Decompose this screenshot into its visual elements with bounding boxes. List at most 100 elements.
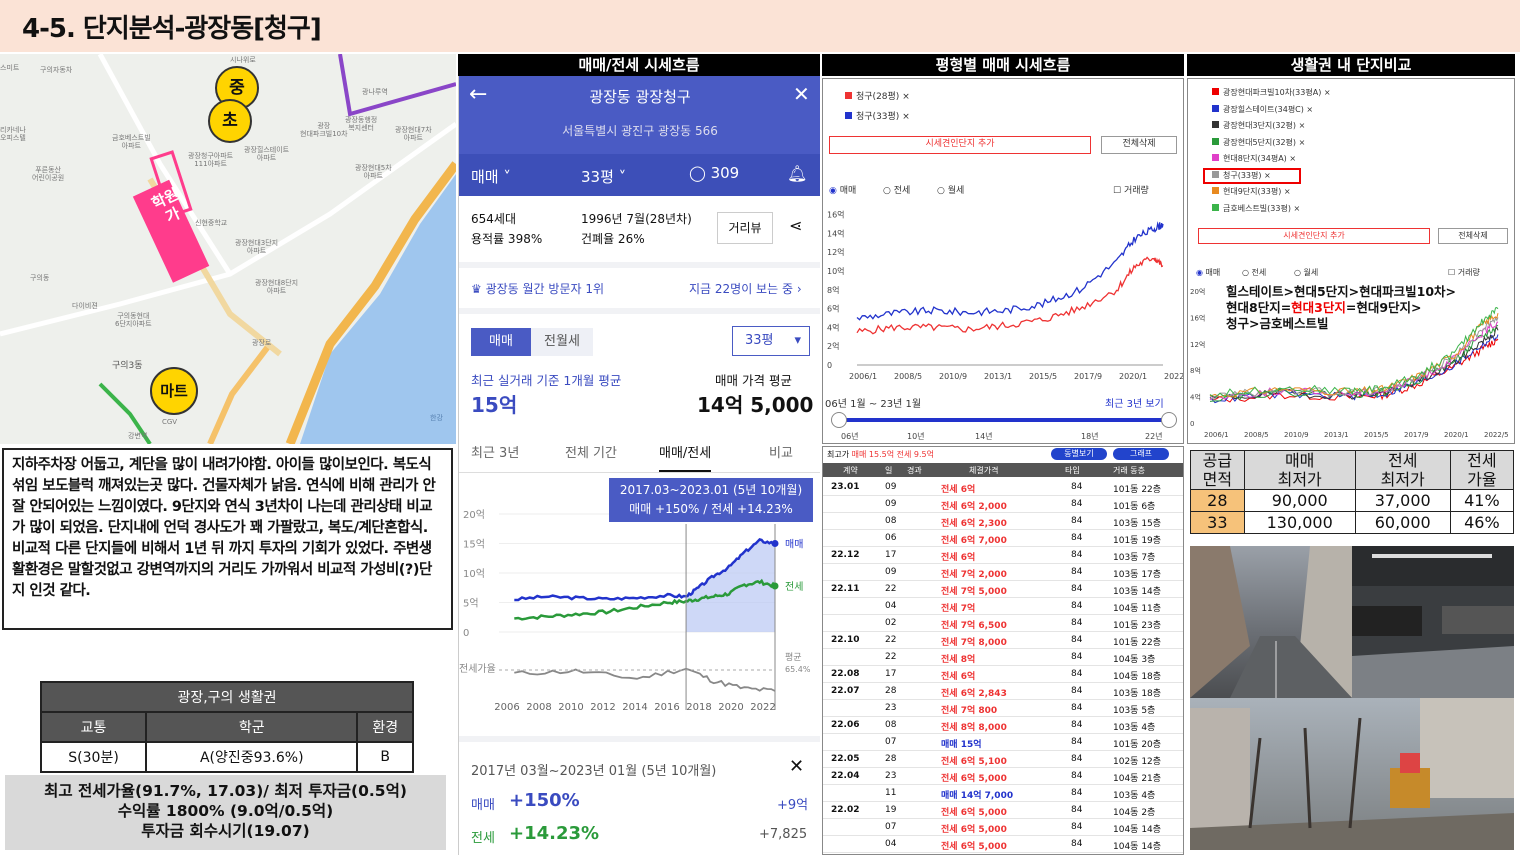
real-estate-app: ← 광장동 광장청구 ✕ 서울특별시 광진구 광장동 566 매매 ˅ 33평 …	[458, 76, 820, 855]
transaction-row[interactable]: 02 전세 7억 6,500 84 101동 23층	[823, 615, 1183, 632]
transaction-cell: 103동 4층	[1113, 791, 1156, 801]
back-arrow-icon[interactable]: ←	[469, 82, 488, 107]
graph-button[interactable]: 그래프	[1113, 448, 1169, 460]
radio-monthly[interactable]: ○ 월세	[1294, 268, 1319, 277]
legend-item[interactable]: 광장힐스테이트(34평C) ×	[1212, 104, 1313, 115]
transaction-cell: 104동 2층	[1113, 808, 1156, 818]
transaction-row[interactable]: 06 전세 6억 7,000 84 101동 19층	[823, 530, 1183, 547]
tab-all-period[interactable]: 전체 기간	[565, 446, 617, 461]
segment-rent[interactable]: 전월세	[531, 328, 593, 356]
map-label: 금호베스트빌 아파트	[112, 134, 151, 150]
transaction-row[interactable]: 08 전세 6억 2,300 84 103동 15층	[823, 513, 1183, 530]
transaction-row[interactable]: 22 전세 8억 84 104동 3층	[823, 649, 1183, 666]
transaction-row[interactable]: 22.11 22 전세 7억 5,000 84 103동 14층	[823, 581, 1183, 598]
range-slider-handle-end[interactable]	[1161, 412, 1177, 428]
radio-jeonse[interactable]: ○ 전세	[1242, 268, 1267, 277]
transaction-cell: 전세 7억 8,000	[941, 638, 1007, 648]
tab-recent-3y[interactable]: 최근 3년	[471, 446, 520, 461]
delete-all-button[interactable]: 전체삭제	[1101, 136, 1177, 154]
legend-item[interactable]: 청구(28평) ×	[845, 89, 910, 102]
map-label: 스미트	[0, 64, 20, 72]
transaction-row[interactable]: 11 매매 14억 7,000 84 103동 4층	[823, 785, 1183, 802]
legend-item[interactable]: 청구(33평) ×	[1212, 170, 1271, 181]
radio-sale[interactable]: ◉ 매매	[829, 186, 857, 196]
transaction-cell: 84	[1071, 516, 1083, 526]
share-icon[interactable]: ⋖	[789, 216, 803, 235]
transaction-cell: 전세 8억	[941, 655, 976, 665]
recent-3y-link[interactable]: 최근 3년 보기	[1105, 399, 1164, 410]
segment-sale[interactable]: 매매	[471, 328, 531, 356]
bell-icon[interactable]: 🔔︎	[787, 164, 808, 183]
map-label: 광장청구아파트 111아파트	[188, 152, 234, 168]
range-slider-track[interactable]	[841, 418, 1169, 422]
transaction-row[interactable]: 04 전세 7억 84 104동 11층	[823, 598, 1183, 615]
street-view-button[interactable]: 거리뷰	[717, 212, 773, 244]
transaction-row[interactable]: 22.08 17 전세 6억 84 104동 18층	[823, 666, 1183, 683]
transaction-cell: 101동 19층	[1113, 536, 1162, 546]
ratio-avg-value: 65.4%	[785, 665, 811, 674]
now-viewing-link[interactable]: 지금 22명이 보는 중 ›	[689, 282, 802, 296]
photo-parking	[1352, 546, 1514, 698]
legend-item[interactable]: 청구(33평) ×	[845, 109, 910, 122]
add-complex-button[interactable]: 시세견인단지 추가	[829, 136, 1091, 154]
tab-compare[interactable]: 비교	[769, 446, 793, 461]
legend-item[interactable]: 광장현대3단지(32평) ×	[1212, 120, 1305, 131]
transaction-row[interactable]: 23 전세 7억 800 84 103동 5층	[823, 700, 1183, 717]
neighborhood-map[interactable]: 시나위로 스미트 구의자동차 광나루역 리카네나 오피스텔 광장동행정 복지센터…	[0, 54, 456, 444]
transaction-row[interactable]: 22.02 19 전세 6억 5,000 84 104동 2층	[823, 802, 1183, 819]
size-dropdown[interactable]: 33평 ▾	[732, 326, 810, 356]
delete-all-button[interactable]: 전체삭제	[1438, 228, 1508, 244]
radio-monthly[interactable]: ○ 월세	[937, 186, 965, 196]
legend-item[interactable]: 광장현대5단지(32평) ×	[1212, 137, 1305, 148]
transaction-row[interactable]: 09 전세 7억 2,000 84 103동 17층	[823, 564, 1183, 581]
transaction-cell: 101동 22층	[1113, 485, 1162, 495]
transaction-row[interactable]: 22.10 22 전세 7억 8,000 84 101동 22층	[823, 632, 1183, 649]
volume-checkbox[interactable]: ☐ 거래량	[1113, 186, 1149, 196]
transaction-row[interactable]: 22.04 23 전세 6억 5,000 84 104동 21층	[823, 768, 1183, 785]
volume-checkbox[interactable]: ☐ 거래량	[1448, 268, 1480, 277]
transaction-row[interactable]: 23.01 09 전세 6억 84 101동 22층	[823, 479, 1183, 496]
size-select[interactable]: 33평 ˅	[581, 168, 627, 186]
elementary-school-marker[interactable]: 초	[208, 99, 252, 143]
transaction-row[interactable]: 22.07 28 전세 6억 2,843 84 103동 18층	[823, 683, 1183, 700]
transaction-row[interactable]: 09 전세 6억 2,000 84 101동 6층	[823, 496, 1183, 513]
radio-sale[interactable]: ◉ 매매	[1196, 268, 1221, 277]
comments-button[interactable]: ◯ 309	[689, 164, 740, 182]
trade-type-select[interactable]: 매매 ˅	[471, 168, 511, 186]
transaction-row[interactable]: 07 매매 15억 84 101동 20층	[823, 734, 1183, 751]
range-tick: 06년	[841, 432, 859, 441]
close-icon[interactable]: ✕	[793, 82, 810, 106]
x-tick-label: 2012	[590, 702, 615, 713]
transaction-cell: 84	[1071, 669, 1083, 679]
price-cell: 46%	[1449, 511, 1515, 534]
legend-item[interactable]: 금호베스트빌(33평) ×	[1212, 203, 1300, 214]
legend-item[interactable]: 광장현대파크빌10차(33평A) ×	[1212, 87, 1331, 98]
range-slider-handle-start[interactable]	[831, 412, 847, 428]
transaction-cell: 23	[885, 703, 897, 713]
close-icon[interactable]: ✕	[789, 756, 805, 777]
x-tick-label: 2018	[686, 702, 711, 713]
legend-item[interactable]: 현대9단지(33평) ×	[1212, 186, 1291, 197]
y-tick-label: 2억	[827, 341, 839, 351]
tab-sale-jeonse[interactable]: 매매/전세	[659, 442, 712, 472]
add-complex-button[interactable]: 시세견인단지 추가	[1198, 228, 1430, 244]
transaction-cell: 104동 14층	[1113, 825, 1162, 835]
transaction-row[interactable]: 07 전세 6억 5,000 84 104동 14층	[823, 819, 1183, 836]
map-label: 광장힐스테이트 아파트	[244, 146, 290, 162]
radio-jeonse[interactable]: ○ 전세	[883, 186, 911, 196]
map-label: 광장현대5차 아파트	[355, 164, 392, 180]
sale-change-amount: +9억	[777, 798, 809, 813]
dropdown-caret-icon: ▾	[794, 333, 801, 348]
price-cell: 130,000	[1243, 511, 1356, 534]
transaction-row[interactable]: 04 전세 6억 5,000 84 104동 14층	[823, 836, 1183, 853]
transaction-row[interactable]: 22.12 17 전세 6억 84 103동 7층	[823, 547, 1183, 564]
by-building-button[interactable]: 동별보기	[1051, 448, 1107, 460]
y-tick-label: 16억	[827, 210, 845, 220]
y-tick-label: 15억	[463, 539, 485, 551]
legend-item[interactable]: 현대8단지(34평A) ×	[1212, 153, 1296, 164]
mart-marker[interactable]: 마트	[150, 367, 198, 415]
transaction-cell: 전세 6억 5,000	[941, 842, 1007, 852]
transaction-row[interactable]: 22.05 28 전세 6억 5,100 84 102동 12층	[823, 751, 1183, 768]
price-header: 전세 최저가	[1354, 450, 1451, 490]
transaction-row[interactable]: 22.06 08 전세 8억 8,000 84 103동 4층	[823, 717, 1183, 734]
